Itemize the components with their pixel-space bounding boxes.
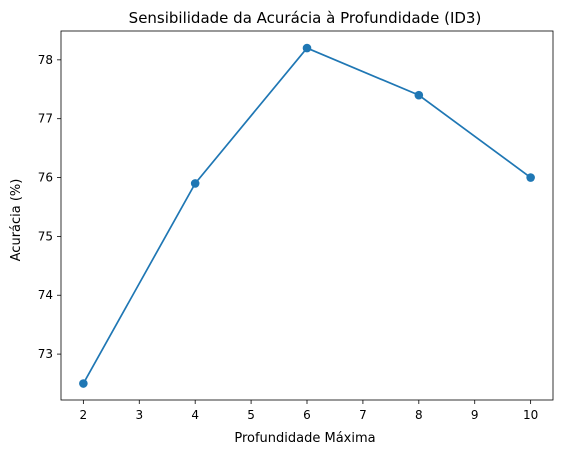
data-point-0-3 bbox=[414, 90, 424, 100]
x-tick-label-2: 4 bbox=[191, 408, 199, 422]
x-tick-label-6: 8 bbox=[415, 408, 423, 422]
x-tick-label-0: 2 bbox=[80, 408, 88, 422]
data-point-0-4 bbox=[526, 173, 535, 182]
x-tick-label-1: 3 bbox=[135, 408, 143, 422]
data-point-0-1 bbox=[190, 179, 200, 188]
axes-frame bbox=[60, 30, 554, 401]
chart-title: Sensibilidade da Acurácia à Profundidade… bbox=[129, 9, 482, 27]
x-tick-label-5: 7 bbox=[359, 408, 367, 422]
y-tick-label-3: 76 bbox=[38, 171, 53, 185]
y-tick-label-4: 77 bbox=[38, 112, 53, 126]
x-axis-label: Profundidade Máxima bbox=[234, 431, 375, 446]
x-tick-label-4: 6 bbox=[303, 408, 311, 422]
x-tick-label-3: 5 bbox=[247, 408, 255, 422]
y-tick-label-1: 74 bbox=[38, 288, 53, 302]
series-line-0 bbox=[82, 47, 532, 384]
x-tick-label-7: 9 bbox=[471, 408, 479, 422]
x-tick-label-8: 10 bbox=[523, 408, 538, 422]
data-point-0-0 bbox=[79, 379, 88, 388]
y-axis-label: Acurácia (%) bbox=[9, 179, 24, 262]
y-tick-label-5: 78 bbox=[38, 53, 53, 67]
y-tick-label-0: 73 bbox=[38, 347, 53, 361]
data-point-0-2 bbox=[302, 43, 312, 53]
y-tick-label-2: 75 bbox=[38, 229, 53, 243]
